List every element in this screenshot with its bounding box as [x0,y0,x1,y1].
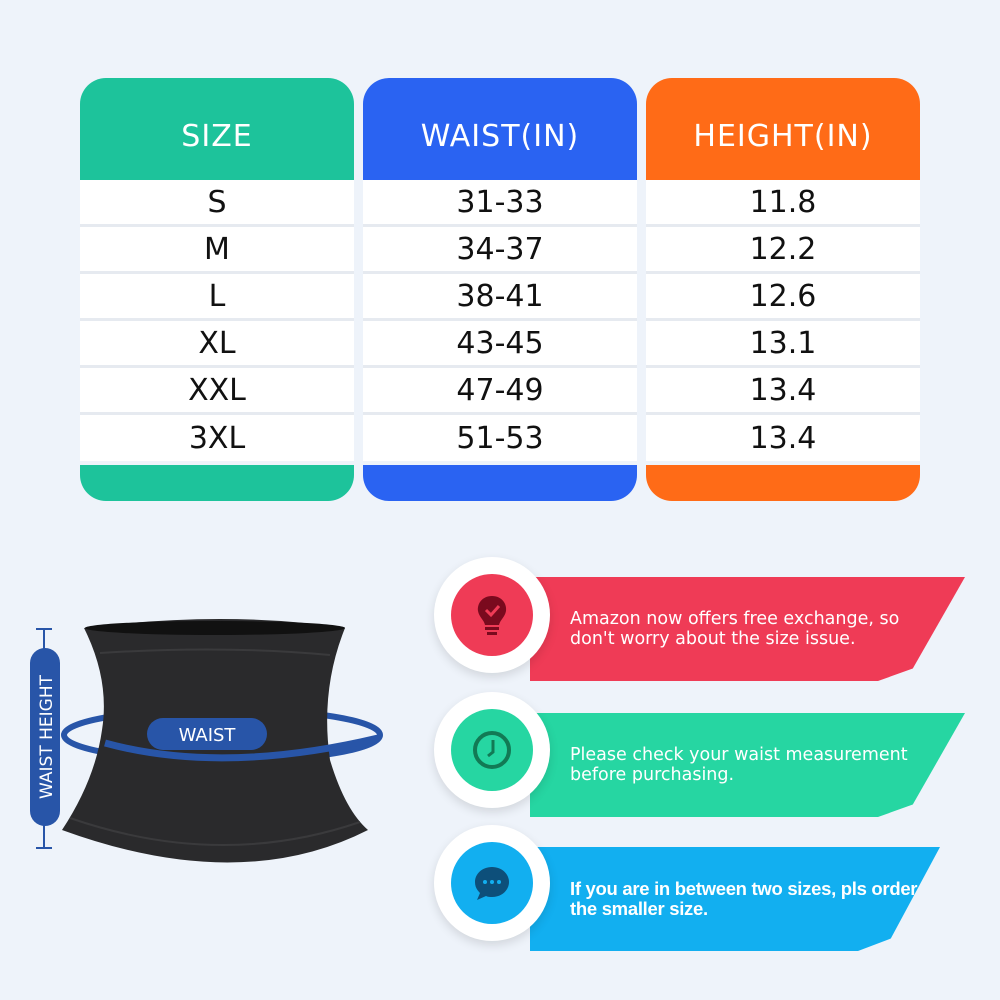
tip-text: Please check your waist measurement befo… [570,745,908,785]
waist-height-label: WAIST HEIGHT [37,674,57,799]
tip-banner: If you are in between two sizes, pls ord… [530,847,940,951]
table-cell: S [80,180,354,227]
table-cell: 11.8 [646,180,920,227]
tip-text: If you are in between two sizes, pls ord… [570,878,918,919]
table-cell: 13.4 [646,368,920,415]
table-cell: 51-53 [456,420,544,456]
table-cell: XL [80,321,354,368]
tip-icon-badge [434,692,550,808]
table-cell: 31-33 [363,180,637,227]
table-cell: XXL [80,368,354,415]
table-cell: 3XL [188,420,246,456]
column-header: WAIST(IN) [363,78,637,180]
clock-icon [473,731,511,769]
waist-label-pill [147,718,267,750]
table-cell: 12.6 [646,274,920,321]
waist-height-pill [30,648,60,826]
table-cell: 38-41 [363,274,637,321]
table-cell: 13.1 [646,321,920,368]
table-cell: 47-49 [363,368,637,415]
column-footer [646,465,920,501]
column-footer [363,465,637,501]
waist-trainer-diagram: WAIST WAIST HEIGHT [30,619,383,863]
height-column: HEIGHT(IN) 11.8 12.2 12.6 13.1 13.4 13.4 [646,78,920,501]
table-cell: 43-45 [363,321,637,368]
waist-label: WAIST [179,725,237,746]
table-cell: 12.2 [646,227,920,274]
table-cell: L [80,274,354,321]
column-footer [80,465,354,501]
column-header: SIZE [80,78,354,180]
table-cell: 13.4 [749,420,817,456]
lightbulb-check-icon [477,596,507,635]
tip-text: Amazon now offers free exchange, so don'… [570,609,900,649]
waist-column: WAIST(IN) 31-33 34-37 38-41 43-45 47-49 … [363,78,637,501]
tip-icon-badge [434,557,550,673]
table-cell: 34-37 [363,227,637,274]
column-header: HEIGHT(IN) [646,78,920,180]
table-cell: M [80,227,354,274]
chat-bubble-icon [475,867,509,900]
tip-icon-badge [434,825,550,941]
tip-banner: Please check your waist measurement befo… [530,713,965,817]
tip-banner: Amazon now offers free exchange, so don'… [530,577,965,681]
size-column: SIZE S M L XL XXL 3XL [80,78,354,501]
